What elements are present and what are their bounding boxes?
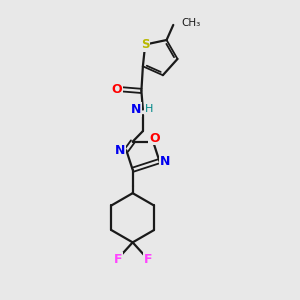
Text: O: O bbox=[149, 131, 160, 145]
Text: F: F bbox=[143, 253, 152, 266]
Text: H: H bbox=[145, 103, 154, 114]
Text: F: F bbox=[113, 253, 122, 266]
Text: CH₃: CH₃ bbox=[182, 18, 201, 28]
Text: O: O bbox=[112, 83, 122, 96]
Text: N: N bbox=[131, 103, 142, 116]
Text: S: S bbox=[141, 38, 149, 51]
Text: N: N bbox=[160, 154, 171, 168]
Text: N: N bbox=[115, 144, 125, 157]
